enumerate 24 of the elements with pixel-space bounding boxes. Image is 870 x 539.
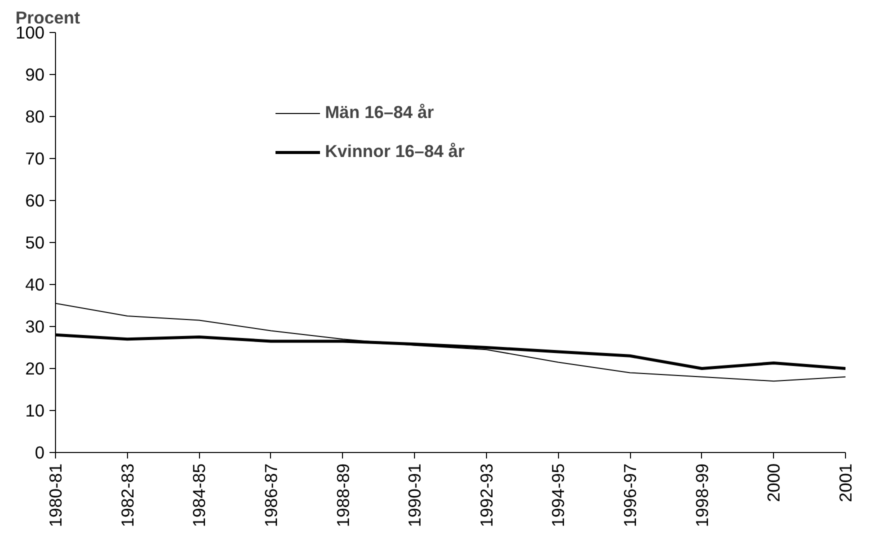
y-tick-label: 40 (25, 274, 45, 294)
legend-label: Män 16–84 år (325, 102, 434, 123)
legend-label: Kvinnor 16–84 år (325, 141, 465, 162)
y-tick-label: 20 (25, 358, 45, 378)
y-tick-label: 80 (25, 106, 45, 126)
x-tick-label: 1980-81 (46, 464, 66, 528)
x-tick-label: 1994-95 (548, 464, 568, 528)
x-tick-label: 1982-83 (117, 464, 138, 528)
x-tick-label: 2001 (836, 463, 856, 502)
x-tick-label: 1988-89 (332, 464, 353, 528)
y-tick-label: 50 (25, 232, 45, 252)
y-tick-label: 10 (25, 400, 45, 420)
y-tick-label: 60 (25, 190, 45, 210)
y-tick-label: 30 (25, 316, 45, 336)
y-tick-label: 0 (34, 442, 45, 462)
x-tick-label: 1984-85 (189, 464, 210, 528)
x-tick-label: 2000 (764, 463, 784, 502)
y-tick-label: 70 (25, 148, 45, 168)
x-tick-label: 1990-91 (404, 464, 425, 528)
x-tick-label: 1998-99 (692, 464, 712, 528)
x-tick-label: 1986-87 (260, 464, 281, 528)
x-tick-label: 1996-97 (620, 464, 640, 528)
y-tick-label: 90 (25, 64, 45, 84)
x-tick-label: 1992-93 (476, 464, 496, 528)
